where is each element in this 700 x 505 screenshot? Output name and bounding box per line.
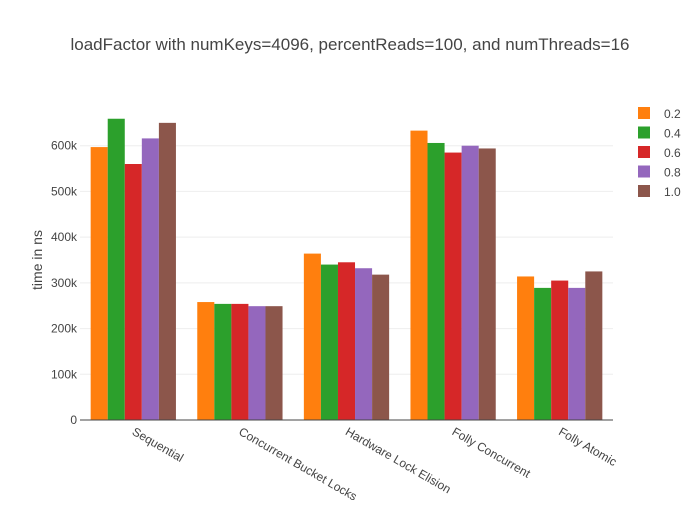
legend-label[interactable]: 0.4 [664, 127, 681, 141]
legend-label[interactable]: 0.2 [664, 107, 681, 121]
legend-label[interactable]: 1.0 [664, 185, 681, 199]
bar-0.4-folly-atomic[interactable] [534, 287, 552, 420]
bar-0.4-hardware-lock-elision[interactable] [320, 264, 338, 420]
bar-0.4-folly-concurrent[interactable] [427, 142, 445, 420]
bar-1.0-sequential[interactable] [158, 122, 176, 420]
y-tick-label: 0 [70, 413, 77, 427]
y-tick-label: 400k [51, 230, 78, 244]
bar-0.4-sequential[interactable] [107, 118, 125, 420]
bar-0.6-folly-atomic[interactable] [551, 280, 569, 420]
y-tick-label: 500k [51, 184, 78, 198]
bar-0.2-folly-atomic[interactable] [517, 276, 535, 420]
chart-title: loadFactor with numKeys=4096, percentRea… [71, 35, 630, 54]
x-tick-label: Folly Atomic [556, 424, 619, 468]
bar-0.8-concurrent-bucket-locks[interactable] [248, 306, 266, 420]
bar-0.6-concurrent-bucket-locks[interactable] [231, 303, 249, 420]
bars-layer [90, 118, 603, 421]
bar-0.6-folly-concurrent[interactable] [444, 152, 462, 421]
bar-0.2-folly-concurrent[interactable] [410, 130, 428, 420]
bar-0.8-folly-atomic[interactable] [568, 287, 586, 420]
x-tick-label: Folly Concurrent [450, 424, 534, 480]
y-tick-label: 600k [51, 139, 78, 153]
legend[interactable]: 0.2 0.4 0.6 0.8 1.0 [638, 107, 681, 199]
x-tick-label: Sequential [130, 424, 186, 464]
y-axis-title: time in ns [29, 230, 45, 290]
bar-0.2-sequential[interactable] [90, 147, 108, 421]
bar-0.2-hardware-lock-elision[interactable] [303, 253, 321, 420]
legend-label[interactable]: 0.8 [664, 166, 681, 180]
bar-1.0-concurrent-bucket-locks[interactable] [265, 306, 283, 420]
bar-0.6-sequential[interactable] [124, 164, 142, 420]
legend-swatch[interactable] [638, 126, 650, 139]
legend-swatch[interactable] [638, 107, 650, 119]
bar-0.2-concurrent-bucket-locks[interactable] [197, 302, 215, 420]
bar-0.8-hardware-lock-elision[interactable] [355, 268, 373, 420]
y-tick-label: 300k [51, 276, 78, 290]
bar-1.0-hardware-lock-elision[interactable] [372, 274, 390, 420]
bar-1.0-folly-atomic[interactable] [585, 271, 603, 420]
bar-1.0-folly-concurrent[interactable] [478, 148, 496, 420]
bar-0.4-concurrent-bucket-locks[interactable] [214, 303, 232, 420]
y-tick-label: 100k [51, 367, 78, 381]
legend-swatch[interactable] [638, 165, 650, 178]
y-tick-label: 200k [51, 322, 78, 336]
legend-swatch[interactable] [638, 185, 650, 197]
x-tick-label: Hardware Lock Elision [343, 424, 453, 496]
legend-label[interactable]: 0.6 [664, 146, 681, 160]
bar-0.8-folly-concurrent[interactable] [461, 145, 479, 420]
bar-0.6-hardware-lock-elision[interactable] [337, 262, 356, 420]
x-tick-label: Concurrent Bucket Locks [236, 424, 359, 500]
bar-0.8-sequential[interactable] [141, 138, 159, 420]
legend-swatch[interactable] [638, 146, 650, 158]
